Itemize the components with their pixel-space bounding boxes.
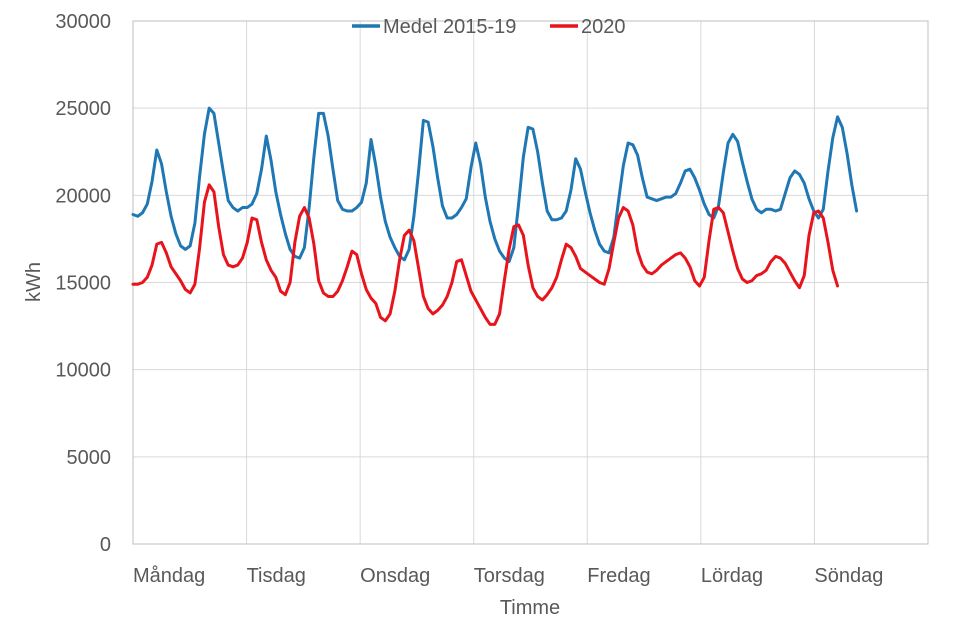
series-line-2020	[131, 183, 840, 326]
legend-label-2020: 2020	[581, 16, 626, 38]
plot-frame	[132, 20, 929, 545]
series-lines	[131, 106, 859, 326]
x-axis-tick-labels: Måndag Tisdag Onsdag Torsdag Fredag Lördag Sön…	[133, 565, 883, 587]
y-tick-label: 30000	[55, 11, 111, 33]
legend-label-medel: Medel 2015-19	[383, 16, 516, 38]
y-axis-title: kWh	[23, 262, 45, 302]
y-tick-label: 15000	[55, 273, 111, 295]
y-tick-label: 5000	[67, 447, 112, 469]
y-tick-label: 10000	[55, 360, 111, 382]
y-axis-tick-labels: 0 5000 10000 15000 20000 25000 30000	[55, 11, 111, 556]
x-tick-label: Måndag	[133, 565, 205, 587]
y-tick-label: 0	[100, 534, 111, 556]
x-tick-label: Onsdag	[360, 565, 430, 587]
x-tick-label: Lördag	[701, 565, 763, 587]
plot-area-border	[132, 20, 929, 545]
x-tick-label: Tisdag	[247, 565, 306, 587]
x-tick-label: Söndag	[814, 565, 883, 587]
x-tick-label: Fredag	[587, 565, 650, 587]
x-tick-label: Torsdag	[474, 565, 545, 587]
y-tick-label: 25000	[55, 98, 111, 120]
series-line-medel-2015-19	[131, 106, 859, 264]
x-axis-title: Timme	[500, 597, 560, 619]
y-tick-label: 20000	[55, 185, 111, 207]
legend: Medel 2015-19 2020	[352, 16, 626, 38]
